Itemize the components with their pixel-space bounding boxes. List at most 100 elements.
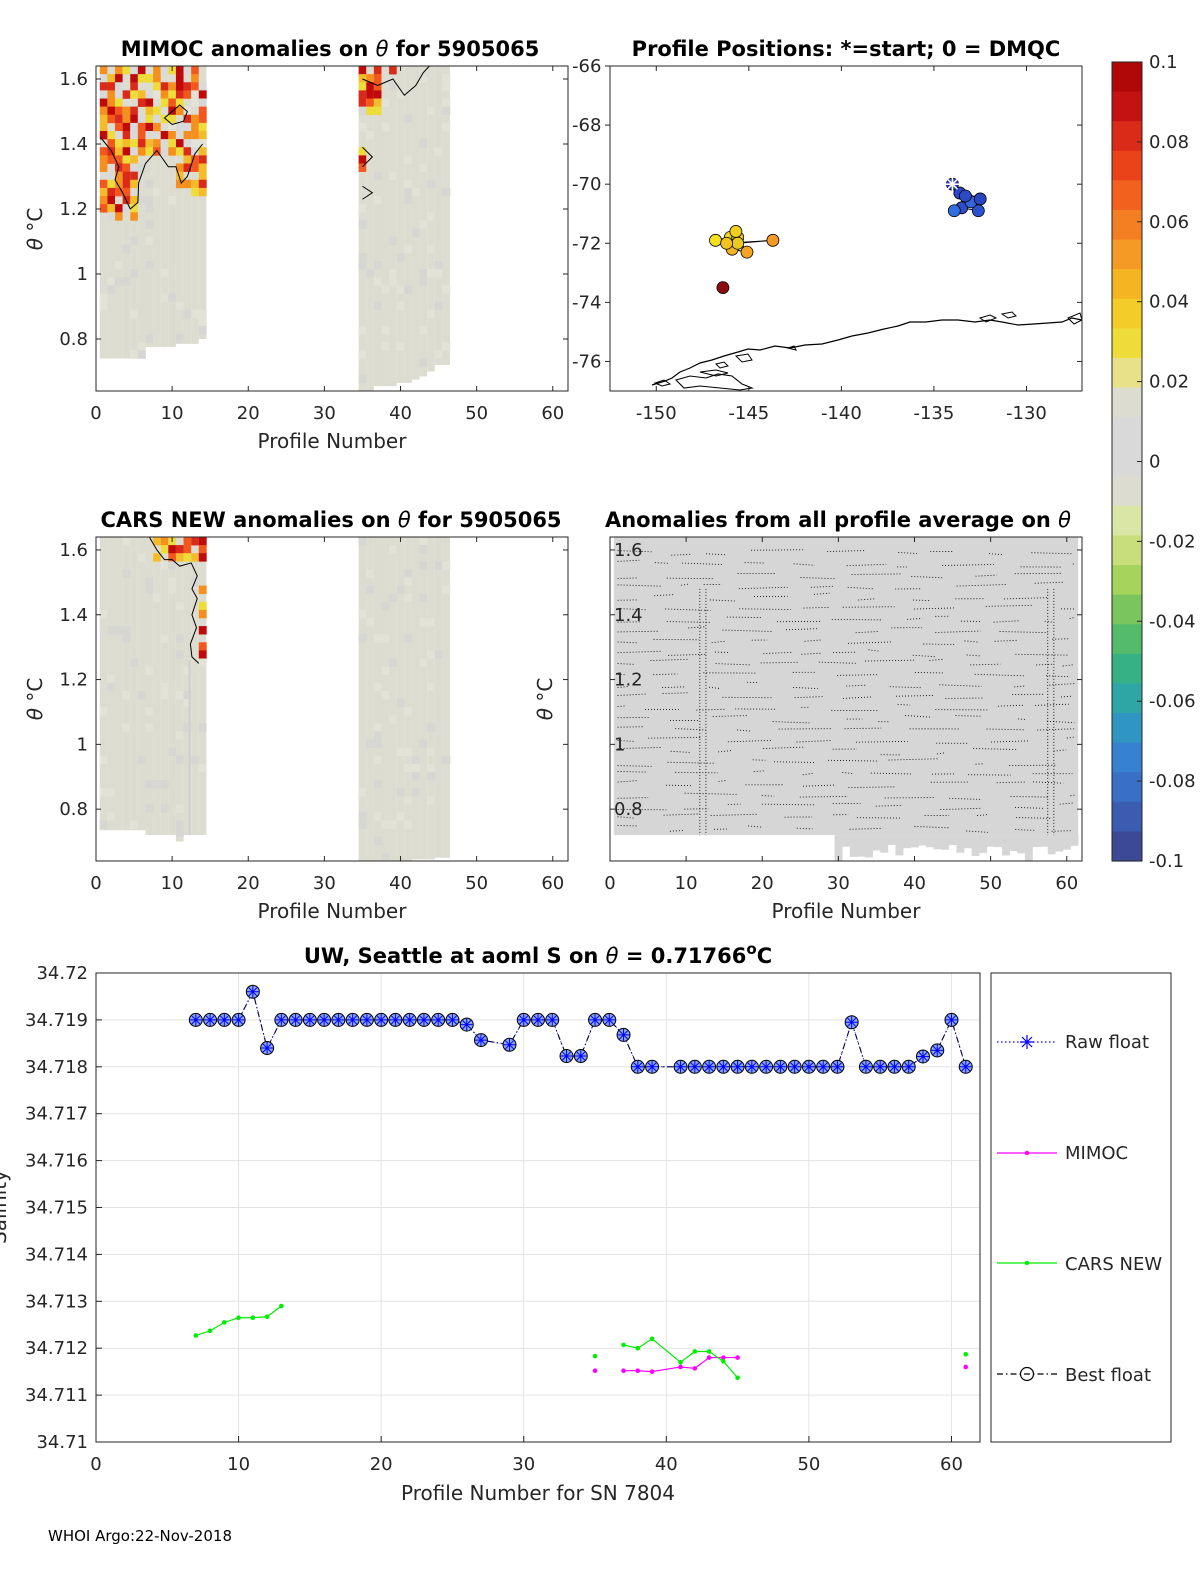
y-tick-label: -74 — [572, 292, 601, 313]
y-tick-label: 1.2 — [59, 670, 88, 691]
heatmap-cell — [130, 309, 139, 319]
heatmap-cell — [115, 171, 123, 181]
raw-float-marker — [589, 1013, 602, 1026]
heatmap-cell — [160, 293, 169, 302]
cars-y-label: θ °C — [23, 678, 47, 721]
heatmap-cell — [427, 723, 436, 732]
mimoc-marker — [649, 1369, 655, 1374]
heatmap-cell — [137, 755, 146, 765]
heatmap-cell — [358, 252, 367, 262]
heatmap-cell — [122, 204, 131, 213]
positions-x-axis: -150 -145 -140 -135 -130 — [636, 66, 1047, 424]
heatmap-cell — [389, 545, 398, 554]
heatmap-cell — [411, 187, 420, 197]
heatmap-cell — [910, 835, 919, 848]
heatmap-cell — [358, 82, 367, 91]
heatmap-cell — [434, 350, 443, 359]
heatmap-cell — [404, 796, 413, 805]
y-tick-label: -68 — [572, 115, 601, 136]
heatmap-cell — [107, 106, 116, 116]
y-tick-label: 34.71 — [36, 1432, 88, 1453]
heatmap-cell — [183, 537, 192, 546]
x-tick-label: 30 — [827, 873, 850, 894]
heatmap-cell — [198, 106, 207, 116]
footer-stamp: WHOI Argo:22-Nov-2018 — [48, 1527, 232, 1545]
legend-label-mimoc: MIMOC — [1065, 1143, 1128, 1164]
heatmap-cell — [389, 715, 398, 724]
heatmap-cell — [130, 90, 139, 99]
heatmap-cell — [99, 293, 108, 302]
contour-line — [617, 592, 1049, 602]
heatmap-cell — [389, 537, 397, 861]
heatmap-cell — [404, 569, 413, 578]
x-tick-label: 0 — [90, 873, 101, 894]
heatmap-cell — [198, 147, 207, 156]
mimoc-y-axis: 0.8 1 1.2 1.4 1.6 — [59, 69, 568, 350]
heatmap-cell — [115, 122, 123, 132]
heatmap-cell — [198, 545, 207, 554]
heatmap-cell — [99, 204, 108, 213]
cars-marker — [193, 1333, 199, 1338]
heatmap-cell — [107, 179, 116, 189]
heatmap-cell — [99, 131, 108, 140]
heatmap-cell — [153, 66, 161, 348]
raw-float-marker — [446, 1013, 459, 1026]
heatmap-cell — [1017, 835, 1026, 854]
heatmap-cell — [442, 122, 451, 132]
heatmap-cell — [130, 204, 139, 213]
colorbar-segment — [1112, 713, 1142, 744]
heatmap-cell — [427, 771, 436, 781]
heatmap-cell — [925, 835, 934, 848]
heatmap-cell — [145, 537, 154, 836]
y-tick-label: 1.4 — [59, 134, 88, 155]
heatmap-cell — [137, 147, 146, 156]
heatmap-cell — [145, 666, 154, 675]
heatmap-cell — [396, 585, 405, 594]
cars-marker — [264, 1314, 270, 1320]
heatmap-cell — [122, 537, 131, 546]
raw-float-marker — [389, 1013, 402, 1026]
heatmap-cell — [137, 66, 146, 359]
heatmap-cell — [358, 155, 367, 164]
heatmap-cell — [373, 731, 382, 740]
x-tick-label: -140 — [821, 403, 862, 424]
heatmap-cell — [381, 820, 390, 829]
raw-float-marker — [731, 1060, 744, 1073]
mimoc-marker — [735, 1355, 740, 1360]
heatmap-cell — [411, 763, 420, 773]
heatmap-cell — [145, 90, 154, 99]
heatmap-cell — [175, 731, 184, 740]
contour-line — [100, 137, 203, 210]
heatmap-cell — [427, 796, 436, 805]
heatmap-cell — [404, 155, 413, 164]
heatmap-cell — [115, 139, 123, 148]
heatmap-cell — [198, 309, 207, 319]
contour-line — [617, 726, 1075, 732]
heatmap-cell — [175, 634, 184, 643]
colorbar-tick-label: -0.02 — [1149, 531, 1196, 552]
heatmap-cell — [427, 650, 436, 659]
heatmap-cell — [153, 537, 162, 546]
y-tick-label: 1.4 — [59, 605, 88, 626]
heatmap-cell — [191, 155, 200, 164]
heatmap-cell — [373, 537, 382, 861]
heatmap-cell — [175, 690, 184, 700]
heatmap-cell — [191, 187, 200, 197]
heatmap-cell — [434, 650, 443, 659]
positions-plot-area — [610, 66, 1082, 391]
cars-line — [623, 1338, 739, 1379]
heatmap-cell — [137, 537, 146, 831]
cars-marker — [635, 1345, 641, 1351]
heatmap-cell — [175, 106, 184, 116]
heatmap-cell — [122, 155, 131, 164]
heatmap-cell — [1062, 835, 1071, 850]
heatmap-cell — [107, 155, 116, 164]
heatmap-cell — [145, 723, 154, 732]
colorbar-segment — [1112, 594, 1142, 625]
heatmap-cell — [198, 66, 207, 339]
heatmap-cell — [419, 545, 428, 554]
heatmap-cell — [107, 131, 116, 140]
heatmap-cell — [183, 131, 192, 140]
profile-marker — [740, 245, 754, 259]
positions-y-axis: -66 -68 -70 -72 -74 -76 — [572, 56, 1082, 372]
